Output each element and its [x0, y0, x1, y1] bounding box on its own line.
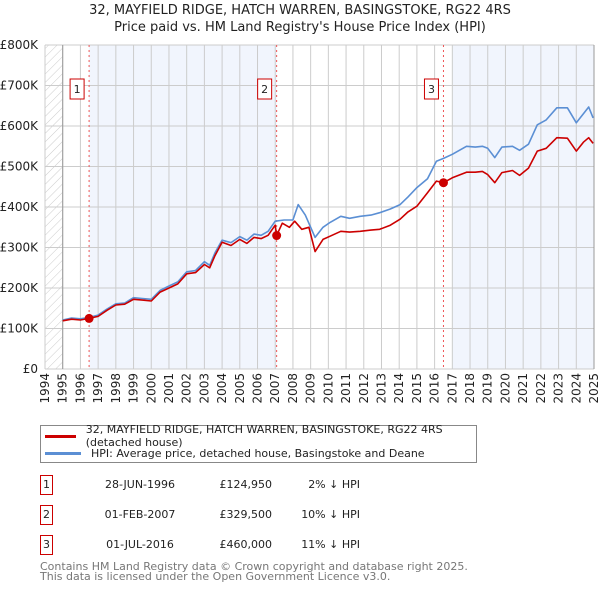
footer-licence: This data is licensed under the Open Gov… — [40, 570, 391, 583]
x-tick-label: 1997 — [91, 373, 105, 404]
sale-point — [272, 231, 282, 241]
x-tick-label: 2022 — [534, 373, 548, 404]
x-tick-label: 1999 — [127, 373, 141, 404]
sale-date: 01-JUL-2016 — [106, 538, 174, 551]
x-tick-label: 2017 — [445, 373, 459, 404]
sale-hpi-diff: 11% ↓ HPI — [301, 538, 360, 551]
sale-label-box: 3 — [423, 78, 439, 100]
sale-number: 1 — [40, 475, 53, 495]
x-tick-label: 2024 — [569, 373, 583, 404]
sale-label-box: 2 — [257, 78, 273, 100]
x-tick-label: 2018 — [463, 373, 477, 404]
x-tick-label: 2019 — [481, 373, 495, 404]
x-tick-label: 2014 — [392, 373, 406, 404]
y-tick-label: £200K — [0, 281, 39, 295]
legend-swatch-blue — [45, 451, 81, 455]
legend-label: 32, MAYFIELD RIDGE, HATCH WARREN, BASING… — [85, 423, 443, 449]
x-tick-label: 2020 — [498, 373, 512, 404]
y-tick-label: £300K — [0, 241, 39, 255]
x-tick-label: 2005 — [233, 373, 247, 404]
x-tick-label: 1998 — [109, 373, 123, 404]
price-chart: 1994 1995 1996 1997 1998 1999 2000 2001 2002 2003… — [0, 38, 600, 404]
sale-hpi-diff: 10% ↓ HPI — [301, 508, 360, 521]
sale-label-border — [423, 78, 439, 100]
footer-copyright: Contains HM Land Registry data © Crown c… — [40, 560, 468, 573]
legend-item-property: 32, MAYFIELD RIDGE, HATCH WARREN, BASING… — [45, 423, 476, 449]
sale-date: 28-JUN-1996 — [104, 478, 176, 491]
x-tick-label: 2001 — [162, 373, 176, 404]
sale-hpi-diff: 2% ↓ HPI — [308, 478, 360, 491]
x-tick-label: 2007 — [268, 373, 282, 404]
chart-title: 32, MAYFIELD RIDGE, HATCH WARREN, BASING… — [89, 3, 511, 18]
x-tick-label: 2004 — [215, 373, 229, 404]
x-tick-label: 2003 — [197, 373, 211, 404]
x-tick-label: 2010 — [321, 373, 335, 404]
chart-legend: 32, MAYFIELD RIDGE, HATCH WARREN, BASING… — [40, 423, 477, 463]
sale-label-number: 3 — [428, 83, 435, 96]
sale-label-number: 1 — [74, 83, 81, 96]
x-tick-label: 1996 — [73, 373, 87, 404]
sale-label-number: 2 — [261, 83, 268, 96]
sale-number: 2 — [40, 505, 53, 525]
y-tick-label: £500K — [0, 160, 39, 174]
x-tick-label: 1994 — [38, 373, 52, 404]
x-tick-label: 2016 — [428, 373, 442, 404]
y-tick-label: £100K — [0, 322, 39, 336]
x-tick-label: 2015 — [410, 373, 424, 404]
sale-label-border — [69, 78, 85, 100]
hpi-line — [62, 106, 594, 321]
y-tick-label: £800K — [0, 38, 39, 52]
legend-label: HPI: Average price, detached house, Basi… — [91, 446, 425, 460]
sale-date: 01-FEB-2007 — [104, 508, 176, 521]
y-tick-label: £600K — [0, 119, 39, 133]
sale-point — [438, 178, 448, 188]
y-tick-label: £400K — [0, 200, 39, 214]
x-tick-label: 2011 — [339, 373, 353, 404]
price-paid-line — [62, 136, 594, 322]
x-tick-label: 2000 — [144, 373, 158, 404]
y-tick-label: £700K — [0, 79, 39, 93]
legend-swatch-red — [45, 434, 76, 438]
chart-subtitle: Price paid vs. HM Land Registry's House … — [114, 20, 486, 35]
x-tick-label: 2006 — [251, 373, 265, 404]
x-tick-label: 1995 — [56, 373, 70, 404]
sale-price: £329,500 — [219, 508, 273, 521]
sale-point — [84, 313, 94, 323]
x-tick-label: 2002 — [180, 373, 194, 404]
x-tick-label: 2012 — [357, 373, 371, 404]
sale-price: £124,950 — [219, 478, 273, 491]
x-tick-label: 2008 — [286, 373, 300, 404]
sale-price: £460,000 — [219, 538, 273, 551]
x-tick-label: 2021 — [516, 373, 530, 404]
sale-label-border — [257, 78, 273, 100]
x-tick-label: 2009 — [304, 373, 318, 404]
sale-number: 3 — [40, 535, 53, 555]
x-tick-label: 2023 — [552, 373, 566, 404]
sale-label-box: 1 — [69, 78, 85, 100]
legend-item-hpi: HPI: Average price, detached house, Basi… — [45, 445, 425, 461]
x-tick-label: 2025 — [587, 373, 600, 404]
y-tick-label: £0 — [23, 362, 38, 376]
x-tick-label: 2013 — [374, 373, 388, 404]
